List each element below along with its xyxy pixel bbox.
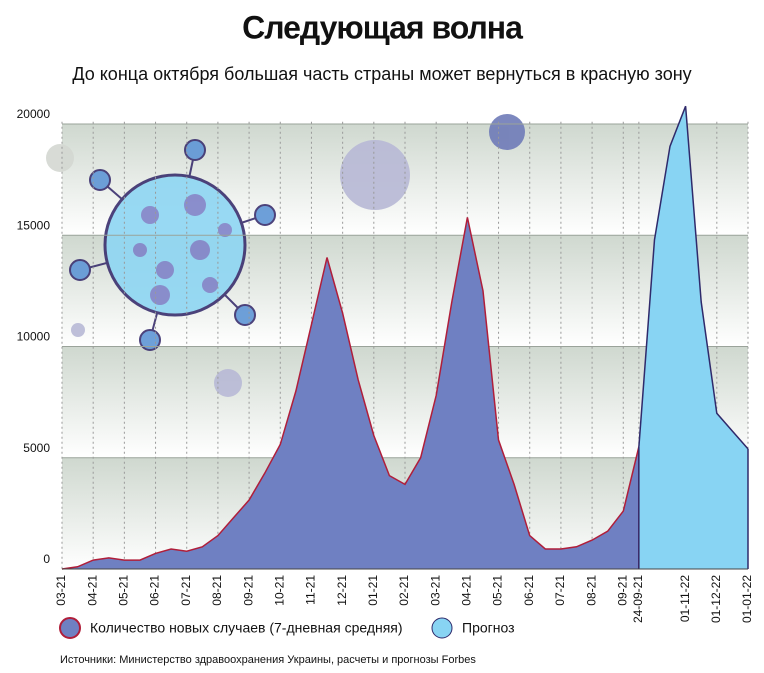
x-tick-label: 03-21 <box>54 575 68 606</box>
area-outline <box>61 217 640 570</box>
y-tick-label: 0 <box>43 552 50 566</box>
legend-swatch <box>59 617 81 639</box>
x-tick-label: 02-21 <box>397 575 411 606</box>
x-tick-label: 01-11-22 <box>678 575 692 622</box>
x-tick-label: 06-21 <box>148 575 162 606</box>
x-tick-label: 01-12-22 <box>709 575 723 623</box>
area-outline <box>638 105 749 450</box>
area <box>62 217 639 569</box>
legend-label: Прогноз <box>462 620 515 636</box>
x-tick-label: 05-21 <box>491 575 505 606</box>
x-tick-label: 03-21 <box>428 575 442 606</box>
x-tick-label: 09-21 <box>241 575 255 606</box>
x-tick-label: 05-21 <box>117 575 131 606</box>
y-tick-label: 15000 <box>17 218 51 232</box>
x-tick-label: 04-21 <box>85 575 99 606</box>
source-note: Источники: Министерство здравоохранения … <box>60 654 476 666</box>
x-tick-label: 10-21 <box>272 575 286 606</box>
x-tick-label: 01-21 <box>366 575 380 606</box>
y-tick-label: 5000 <box>23 441 50 455</box>
x-tick-label: 09-21 <box>615 575 629 606</box>
y-tick-label: 20000 <box>17 107 51 121</box>
x-tick-label: 04-21 <box>460 575 474 606</box>
legend-label: Количество новых случаев (7-дневная сред… <box>90 620 403 636</box>
x-tick-label: 12-21 <box>335 575 349 606</box>
x-tick-label: 08-21 <box>584 575 598 606</box>
x-tick-label: 01-01-22 <box>740 575 754 623</box>
legend-swatch <box>431 617 453 639</box>
virus-decoration <box>46 114 525 397</box>
x-tick-label: 06-21 <box>522 575 536 606</box>
x-tick-label: 07-21 <box>179 575 193 606</box>
chart-subtitle: До конца октября большая часть страны мо… <box>72 64 691 84</box>
x-tick-label: 08-21 <box>210 575 224 606</box>
x-tick-label: 24-09-21 <box>631 575 645 623</box>
chart-title: Следующая волна <box>242 9 523 45</box>
x-tick-label: 11-21 <box>304 575 318 605</box>
area <box>638 106 748 569</box>
y-tick-label: 10000 <box>17 330 51 344</box>
x-tick-label: 07-21 <box>553 575 567 606</box>
